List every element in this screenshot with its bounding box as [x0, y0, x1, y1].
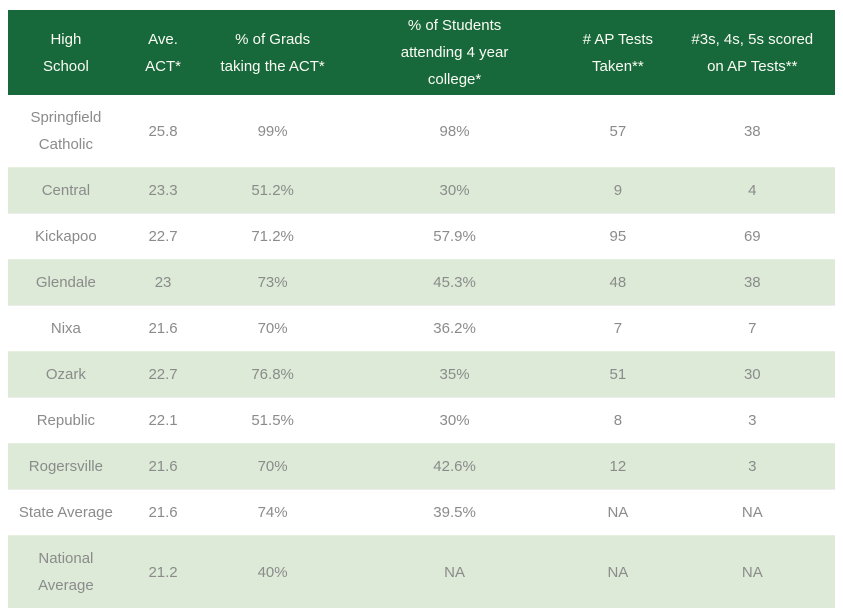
pct-grads-taking-act-cell: 40%	[202, 536, 343, 608]
header-cell-high-school: High School	[8, 10, 124, 95]
school-name-cell: State Average	[8, 490, 124, 536]
header-cell-ap-tests-taken: # AP Tests Taken**	[566, 10, 669, 95]
header-cell-pct-grads-taking-act: % of Grads taking the ACT*	[202, 10, 343, 95]
ave-act-cell: 21.6	[124, 306, 203, 352]
ap-scores-cell: 69	[670, 214, 835, 260]
school-name-cell: Ozark	[8, 352, 124, 398]
table-row: National Average 21.2 40% NA NA NA	[8, 536, 835, 608]
pct-grads-taking-act-cell: 73%	[202, 260, 343, 306]
ap-tests-taken-cell: 57	[566, 95, 669, 168]
table-row: Kickapoo 22.7 71.2% 57.9% 95 69	[8, 214, 835, 260]
school-name-cell: Springfield Catholic	[8, 95, 124, 168]
table-row: Rogersville 21.6 70% 42.6% 12 3	[8, 444, 835, 490]
pct-students-college-cell: NA	[343, 536, 566, 608]
table-row: Central 23.3 51.2% 30% 9 4	[8, 168, 835, 214]
pct-students-college-cell: 35%	[343, 352, 566, 398]
table-header: High School Ave. ACT* % of Grads taking …	[8, 10, 835, 95]
ap-tests-taken-cell: 7	[566, 306, 669, 352]
pct-grads-taking-act-cell: 74%	[202, 490, 343, 536]
ap-scores-cell: NA	[670, 536, 835, 608]
school-comparison-table: High School Ave. ACT* % of Grads taking …	[8, 10, 835, 608]
pct-students-college-cell: 45.3%	[343, 260, 566, 306]
ap-tests-taken-cell: 95	[566, 214, 669, 260]
pct-grads-taking-act-cell: 51.2%	[202, 168, 343, 214]
ave-act-cell: 23	[124, 260, 203, 306]
header-cell-ave-act: Ave. ACT*	[124, 10, 203, 95]
ave-act-cell: 22.7	[124, 352, 203, 398]
school-name-cell: Glendale	[8, 260, 124, 306]
pct-students-college-cell: 30%	[343, 168, 566, 214]
school-name-cell: Republic	[8, 398, 124, 444]
pct-students-college-cell: 36.2%	[343, 306, 566, 352]
table-row: Nixa 21.6 70% 36.2% 7 7	[8, 306, 835, 352]
school-name-cell: Kickapoo	[8, 214, 124, 260]
ap-scores-cell: 30	[670, 352, 835, 398]
pct-students-college-cell: 42.6%	[343, 444, 566, 490]
table-body: Springfield Catholic 25.8 99% 98% 57 38 …	[8, 95, 835, 608]
ap-scores-cell: 7	[670, 306, 835, 352]
pct-grads-taking-act-cell: 70%	[202, 306, 343, 352]
ave-act-cell: 21.6	[124, 490, 203, 536]
school-name-cell: Central	[8, 168, 124, 214]
header-cell-ap-scores: #3s, 4s, 5s scored on AP Tests**	[670, 10, 835, 95]
table-row: Springfield Catholic 25.8 99% 98% 57 38	[8, 95, 835, 168]
school-name-cell: Nixa	[8, 306, 124, 352]
ap-scores-cell: 38	[670, 95, 835, 168]
ap-tests-taken-cell: 8	[566, 398, 669, 444]
ap-tests-taken-cell: 51	[566, 352, 669, 398]
table-row: Republic 22.1 51.5% 30% 8 3	[8, 398, 835, 444]
school-name-cell: Rogersville	[8, 444, 124, 490]
ap-scores-cell: 3	[670, 398, 835, 444]
pct-grads-taking-act-cell: 71.2%	[202, 214, 343, 260]
header-cell-pct-students-college: % of Students attending 4 year college*	[343, 10, 566, 95]
ap-tests-taken-cell: 9	[566, 168, 669, 214]
ap-tests-taken-cell: 12	[566, 444, 669, 490]
ap-scores-cell: 4	[670, 168, 835, 214]
ave-act-cell: 21.6	[124, 444, 203, 490]
ave-act-cell: 22.1	[124, 398, 203, 444]
table-row: Ozark 22.7 76.8% 35% 51 30	[8, 352, 835, 398]
header-row: High School Ave. ACT* % of Grads taking …	[8, 10, 835, 95]
ap-scores-cell: NA	[670, 490, 835, 536]
school-name-cell: National Average	[8, 536, 124, 608]
ap-scores-cell: 3	[670, 444, 835, 490]
pct-students-college-cell: 57.9%	[343, 214, 566, 260]
ap-tests-taken-cell: NA	[566, 490, 669, 536]
pct-students-college-cell: 30%	[343, 398, 566, 444]
ave-act-cell: 21.2	[124, 536, 203, 608]
ave-act-cell: 23.3	[124, 168, 203, 214]
ave-act-cell: 25.8	[124, 95, 203, 168]
pct-grads-taking-act-cell: 51.5%	[202, 398, 343, 444]
pct-grads-taking-act-cell: 76.8%	[202, 352, 343, 398]
pct-students-college-cell: 39.5%	[343, 490, 566, 536]
table-row: State Average 21.6 74% 39.5% NA NA	[8, 490, 835, 536]
pct-grads-taking-act-cell: 70%	[202, 444, 343, 490]
ave-act-cell: 22.7	[124, 214, 203, 260]
table-row: Glendale 23 73% 45.3% 48 38	[8, 260, 835, 306]
pct-students-college-cell: 98%	[343, 95, 566, 168]
ap-scores-cell: 38	[670, 260, 835, 306]
ap-tests-taken-cell: NA	[566, 536, 669, 608]
pct-grads-taking-act-cell: 99%	[202, 95, 343, 168]
ap-tests-taken-cell: 48	[566, 260, 669, 306]
